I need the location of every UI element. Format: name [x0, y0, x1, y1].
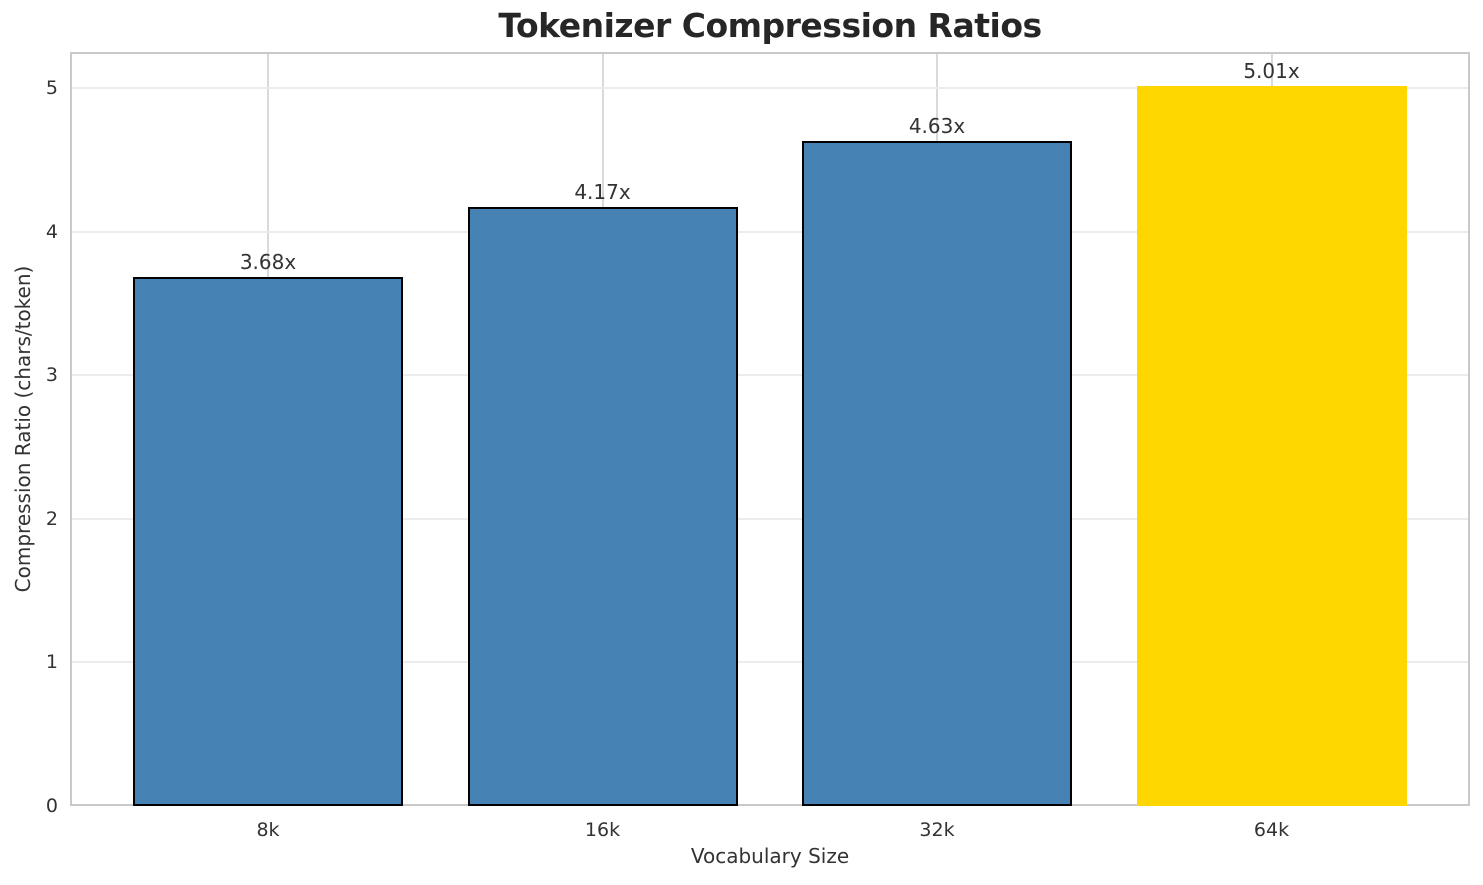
- y-tick-label-5: 5: [45, 76, 58, 99]
- horizontal-gridline-5: [70, 86, 1470, 89]
- x-tick-label-16k: 16k: [584, 819, 621, 841]
- x-tick-label-32k: 32k: [919, 819, 955, 841]
- horizontal-gridline-3: [70, 374, 1470, 377]
- bar-16k: [467, 207, 738, 806]
- y-tick-label-2: 2: [45, 507, 58, 530]
- horizontal-gridline-1: [70, 661, 1470, 664]
- bar-value-label-64k: 5.01x: [1243, 59, 1300, 84]
- y-tick-label-4: 4: [45, 220, 58, 243]
- y-tick-label-0: 0: [45, 795, 58, 817]
- y-tick-label-3: 3: [45, 364, 58, 387]
- x-tick-label-8k: 8k: [256, 819, 280, 841]
- bar-value-label-8k: 3.68x: [239, 250, 297, 275]
- bar-8k: [133, 277, 403, 806]
- y-axis-label: Compression Ratio (chars/token): [11, 265, 35, 593]
- plot-area: 3.68x 4.17x 4.63x 5.01x: [70, 52, 1470, 806]
- chart-title: Tokenizer Compression Ratios: [498, 6, 1042, 45]
- x-tick-label-64k: 64k: [1253, 819, 1290, 841]
- bar-32k: [802, 141, 1072, 806]
- x-axis-label: Vocabulary Size: [690, 844, 850, 868]
- bar-value-label-32k: 4.63x: [908, 114, 966, 139]
- bar-64k: [1136, 86, 1407, 806]
- horizontal-gridline-2: [70, 517, 1470, 520]
- horizontal-gridline-4: [70, 230, 1470, 233]
- y-tick-label-1: 1: [45, 651, 58, 674]
- bar-value-label-16k: 4.17x: [574, 180, 631, 205]
